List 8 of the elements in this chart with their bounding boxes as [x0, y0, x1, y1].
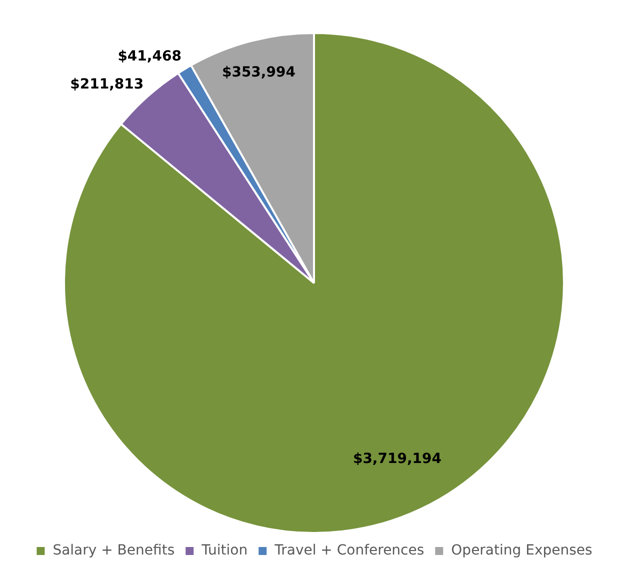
legend-label: Tuition: [200, 542, 248, 559]
legend-label: Travel + Conferences: [274, 542, 424, 559]
data-label: $211,813: [70, 76, 144, 93]
data-label: $353,994: [222, 64, 296, 80]
data-label: $41,468: [118, 48, 182, 65]
legend-label: Salary + Benefits: [52, 542, 175, 559]
legend-label: Operating Expenses: [451, 542, 592, 559]
data-label: $3,719,194: [352, 450, 442, 467]
